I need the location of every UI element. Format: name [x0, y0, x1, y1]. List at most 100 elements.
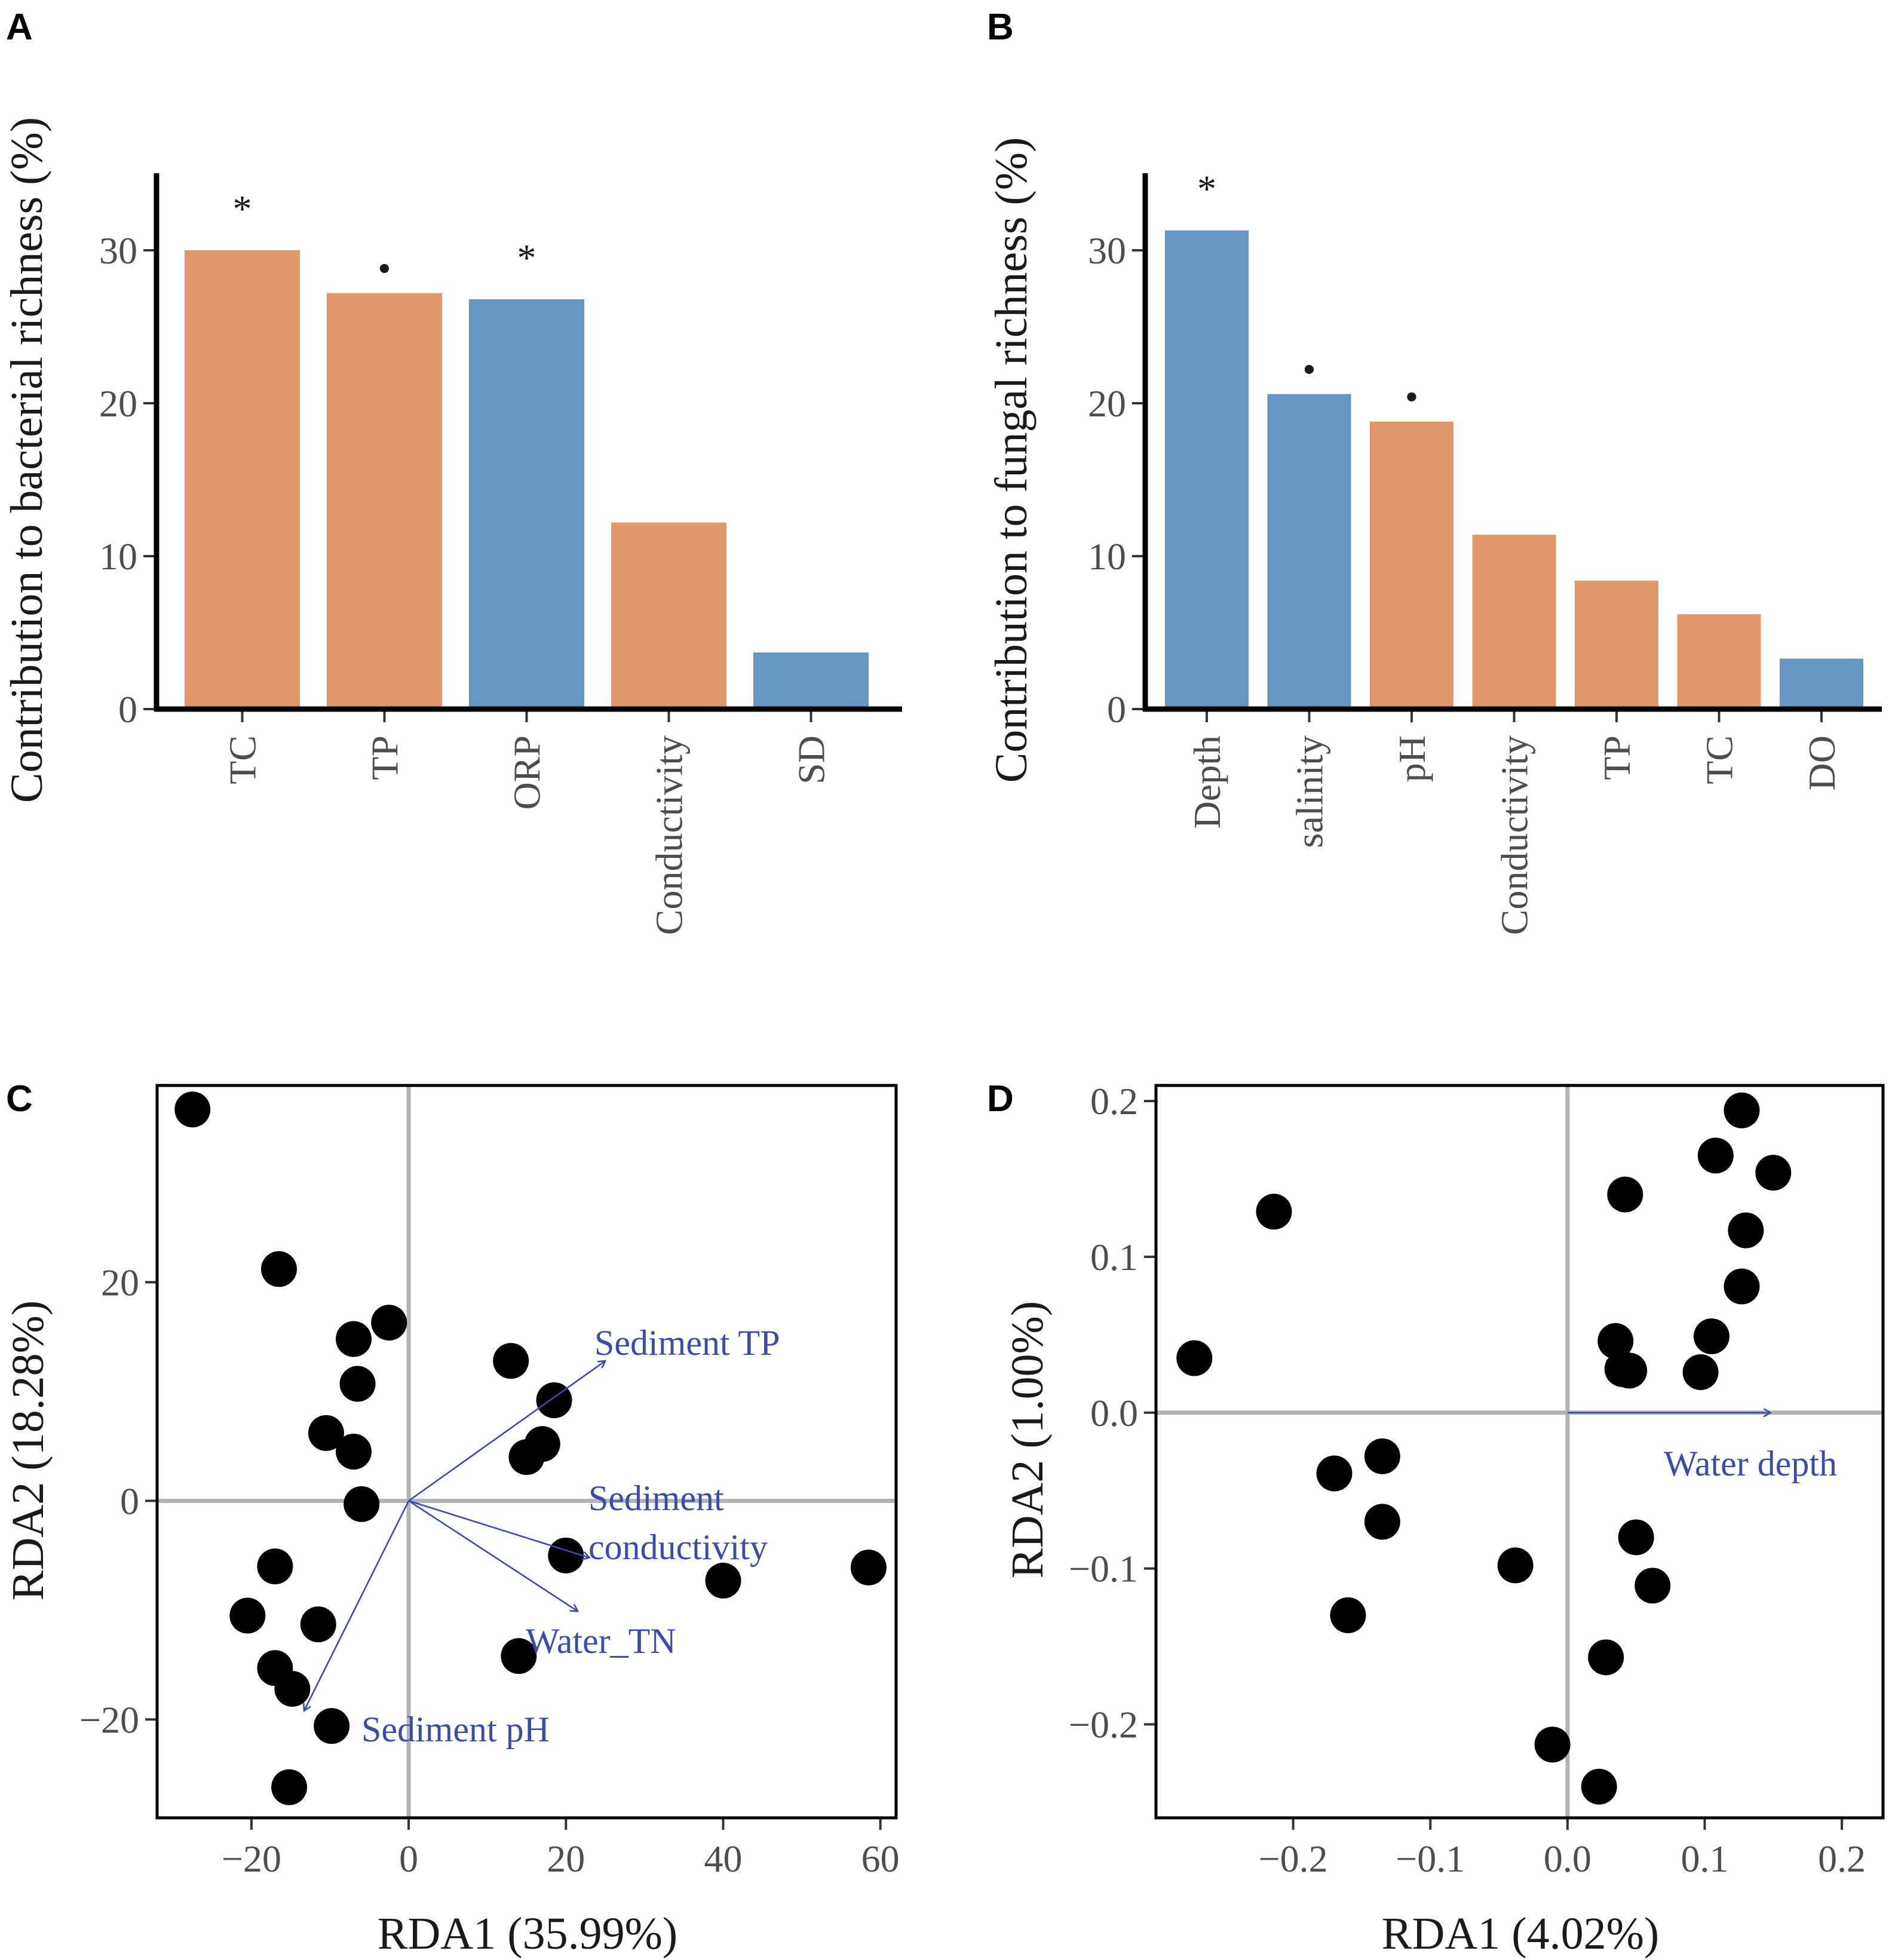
sample-point-c-8 — [344, 1486, 380, 1522]
sample-point-d-16 — [1635, 1568, 1671, 1604]
x-tick-label-d-1: −0.1 — [1396, 1838, 1465, 1880]
sample-point-d-11 — [1607, 1176, 1643, 1213]
sample-point-d-2 — [1256, 1194, 1292, 1230]
x-tick-label-b-salinity: salinity — [1289, 735, 1331, 848]
sample-point-d-8 — [1534, 1726, 1571, 1763]
bar-a-orp — [469, 299, 584, 709]
sample-point-c-7 — [335, 1434, 372, 1470]
sample-point-d-5 — [1364, 1504, 1400, 1540]
x-tick-label-c-1: 0 — [399, 1838, 418, 1880]
x-tick-label-a-tp: TP — [364, 735, 406, 780]
x-tick-label-b-tp: TP — [1596, 735, 1638, 780]
bar-a-sd — [753, 652, 869, 709]
x-tick-label-b-conductivity: Conductivity — [1494, 735, 1536, 935]
bar-a-conductivity — [611, 522, 726, 709]
vector-arrow-c-sediment-conductivity — [408, 1500, 590, 1557]
x-axis-label-d: RDA1 (4.02%) — [1382, 1909, 1659, 1959]
sample-point-c-13 — [548, 1537, 584, 1573]
vector-label-c-water-tn: Water_TN — [526, 1621, 676, 1661]
bar-chart-fungal-richness: Contribution to fungal richness (%) 0 10 2… — [986, 137, 1882, 935]
sample-point-c-2 — [260, 1251, 297, 1287]
significance-mark-a-orp: * — [517, 237, 536, 279]
sample-point-d-10 — [1588, 1639, 1624, 1676]
sample-point-c-18 — [300, 1606, 336, 1643]
sample-point-c-20 — [274, 1671, 311, 1707]
significance-mark-a-tp: • — [378, 247, 391, 290]
sample-point-d-14 — [1611, 1352, 1648, 1389]
panel-label-b: B — [987, 7, 1014, 48]
panel-label-d: D — [987, 1078, 1014, 1119]
panel-label-a: A — [6, 7, 33, 48]
x-tick-label-b-tc: TC — [1698, 735, 1741, 784]
sample-point-c-22 — [314, 1708, 350, 1744]
x-tick-label-d-3: 0.1 — [1681, 1838, 1728, 1880]
vector-label-c-sediment-tp: Sediment TP — [594, 1323, 780, 1363]
sample-point-c-6 — [308, 1415, 344, 1451]
y-tick-label-a-0: 0 — [118, 688, 137, 731]
sample-point-d-23 — [1724, 1268, 1760, 1305]
sample-point-c-3 — [371, 1305, 407, 1341]
significance-mark-b-salinity: • — [1302, 348, 1315, 391]
bar-b-depth — [1165, 230, 1249, 710]
vector-arrow-c-sediment-tp — [408, 1361, 605, 1502]
sample-point-d-3 — [1316, 1455, 1353, 1492]
y-tick-label-d-1: −0.1 — [1069, 1548, 1138, 1590]
y-tick-label-b-20: 20 — [1088, 382, 1126, 425]
sample-point-c-1 — [174, 1091, 211, 1128]
vector-label-c-sediment-conductivity-2: conductivity — [588, 1527, 768, 1567]
y-tick-label-d-2: 0.0 — [1090, 1392, 1138, 1434]
vector-label-c-sediment-ph: Sediment pH — [361, 1710, 550, 1749]
y-tick-label-b-10: 10 — [1088, 535, 1126, 578]
x-tick-label-c-3: 40 — [704, 1838, 742, 1880]
vector-label-d-water-depth: Water depth — [1664, 1444, 1837, 1483]
sample-point-d-22 — [1728, 1212, 1764, 1249]
x-tick-label-a-sd: SD — [790, 735, 833, 784]
y-axis-label-d: RDA2 (1.00%) — [1002, 1301, 1053, 1578]
x-tick-label-c-2: 20 — [547, 1838, 585, 1880]
y-tick-label-b-0: 0 — [1107, 688, 1126, 731]
sample-point-d-7 — [1497, 1547, 1534, 1584]
significance-mark-b-depth: * — [1197, 168, 1216, 210]
y-tick-label-d-0: −0.2 — [1069, 1703, 1138, 1746]
sample-point-d-18 — [1693, 1318, 1729, 1354]
y-axis-label-a: Contribution to bacterial richness (%) — [2, 117, 52, 803]
significance-mark-b-ph: • — [1405, 376, 1418, 418]
x-tick-label-d-4: 0.2 — [1818, 1838, 1866, 1880]
y-tick-label-a-20: 20 — [99, 382, 137, 425]
sample-point-d-17 — [1682, 1354, 1719, 1390]
x-tick-label-a-tc: TC — [222, 735, 264, 784]
x-tick-label-b-do: DO — [1801, 735, 1843, 790]
y-tick-label-d-4: 0.2 — [1090, 1080, 1138, 1122]
sample-point-c-21 — [501, 1638, 537, 1674]
sample-point-c-23 — [271, 1769, 308, 1805]
sample-point-d-6 — [1330, 1597, 1366, 1633]
rda-plot-bacteria: RDA2 (18.28%) RDA1 (35.99%) −20 0 20 40 60 −2… — [3, 1084, 900, 1959]
x-tick-label-b-ph: pH — [1391, 735, 1433, 782]
x-tick-label-a-conductivity: Conductivity — [648, 735, 691, 935]
panel-label-c: C — [6, 1078, 33, 1119]
y-tick-label-c-2: 20 — [101, 1261, 139, 1303]
bar-b-conductivity — [1472, 535, 1556, 709]
y-axis-label-c: RDA2 (18.28%) — [3, 1300, 53, 1600]
sample-point-c-15 — [850, 1549, 887, 1585]
sample-point-c-17 — [229, 1597, 266, 1634]
x-tick-label-a-orp: ORP — [506, 735, 548, 810]
y-tick-label-c-0: −20 — [79, 1698, 139, 1741]
sample-point-c-9 — [493, 1343, 529, 1379]
y-tick-label-a-30: 30 — [99, 229, 137, 272]
bar-b-salinity — [1267, 394, 1351, 709]
sample-point-d-9 — [1581, 1768, 1617, 1805]
x-tick-label-d-2: 0.0 — [1544, 1838, 1591, 1880]
y-tick-label-d-3: 0.1 — [1090, 1236, 1138, 1278]
bar-chart-bacterial-richness: Contribution to bacterial richness (%) 0… — [2, 117, 902, 935]
sample-point-d-12 — [1597, 1323, 1634, 1359]
sample-point-d-15 — [1618, 1519, 1654, 1556]
y-tick-label-c-1: 0 — [120, 1480, 139, 1522]
sample-point-d-19 — [1697, 1137, 1734, 1174]
bar-b-do — [1780, 658, 1863, 709]
x-tick-label-c-0: −20 — [222, 1838, 281, 1880]
vector-arrow-c-water-tn — [408, 1500, 578, 1611]
x-tick-label-d-0: −0.2 — [1259, 1838, 1328, 1880]
sample-point-c-14 — [705, 1562, 741, 1599]
